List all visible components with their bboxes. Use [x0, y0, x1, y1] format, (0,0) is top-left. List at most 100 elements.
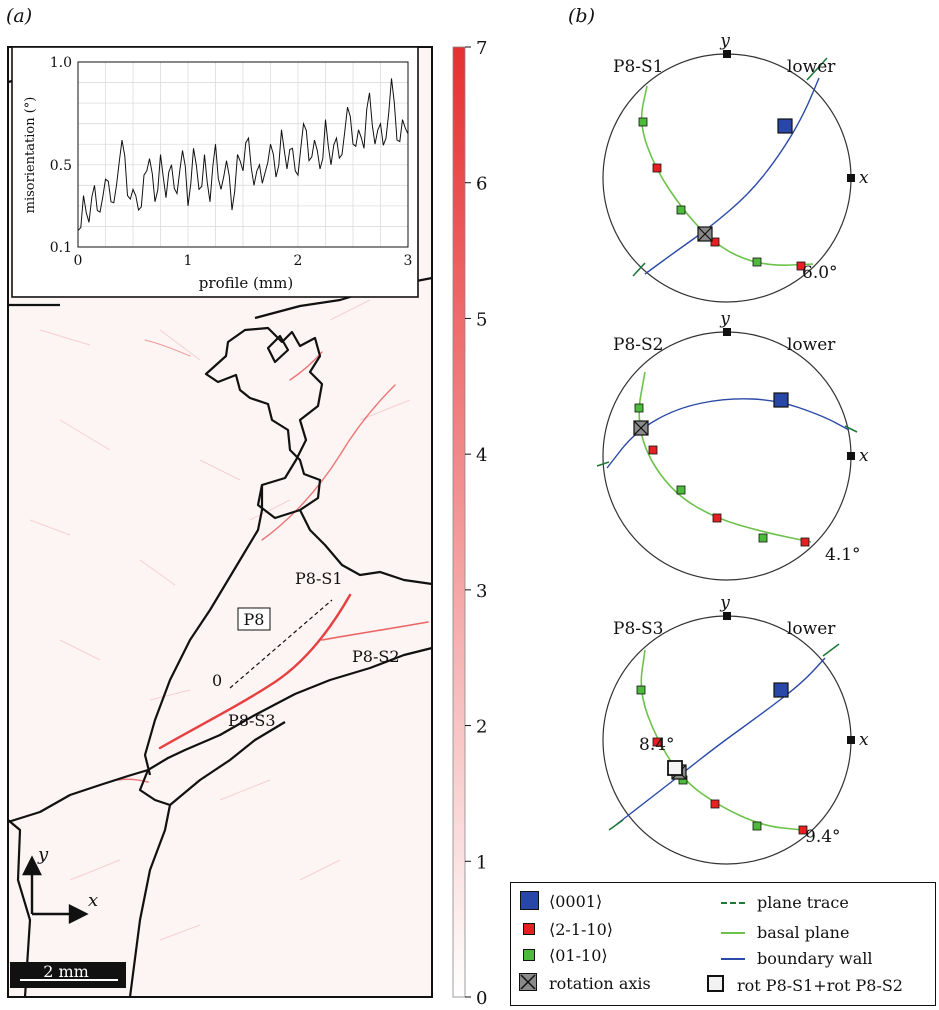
- net-x-label: x: [859, 730, 869, 750]
- colorbar-tick-label: 3: [476, 581, 487, 602]
- net-y-label: y: [719, 31, 730, 51]
- inset-ylabel: misorientation (°): [23, 97, 38, 214]
- label-p8-s2: P8-S2: [352, 647, 400, 666]
- legend-item-a-axis: ⟨2-1-10⟩: [519, 919, 613, 939]
- green-line-icon: [721, 931, 745, 934]
- legend-item-rotation-axis: rotation axis: [519, 973, 651, 993]
- inset-xlabel: profile (mm): [199, 274, 293, 292]
- legend: ⟨0001⟩ ⟨2-1-10⟩ ⟨01-10⟩ rotation axis pl…: [510, 882, 936, 1006]
- net-title: P8-S1: [613, 57, 663, 77]
- colorbar-tick-label: 4: [476, 445, 487, 466]
- legend-item-c-axis: ⟨0001⟩: [519, 891, 602, 911]
- legend-item-plane-trace: plane trace: [721, 893, 849, 912]
- combined-rotation-marker: [667, 760, 683, 776]
- m-axis-marker: [752, 821, 762, 831]
- inset-ytick-label: 1.0: [50, 55, 72, 71]
- legend-label-plane-trace: plane trace: [757, 893, 849, 912]
- colorbar-tick-label: 0: [476, 988, 487, 1009]
- legend-item-basal-plane: basal plane: [721, 923, 849, 942]
- misorientation-profile-line: [229, 599, 333, 689]
- m-axis-marker: [752, 257, 762, 267]
- net-title: P8-S2: [613, 335, 663, 355]
- a-axis-marker: [652, 737, 662, 747]
- x-axis-marker: [847, 736, 855, 744]
- a-axis-marker: [652, 163, 662, 173]
- plane-trace-mark: [632, 262, 646, 277]
- net-x-label: x: [859, 168, 869, 188]
- scale-bar: [10, 962, 126, 988]
- m-axis-marker: [676, 485, 686, 495]
- m-axis-marker: [676, 205, 686, 215]
- net-angle2-label: 8.4°: [639, 735, 675, 755]
- axis-x-label: x: [88, 890, 98, 911]
- net-x-label: x: [859, 446, 869, 466]
- panel-a-label: (a): [6, 5, 32, 27]
- legend-label-m-axis: ⟨01-10⟩: [549, 945, 608, 965]
- label-profile-start: 0: [212, 671, 222, 690]
- c-axis-marker: [773, 682, 789, 698]
- boundary-wall-arc: [606, 398, 850, 469]
- grain-label-box: [237, 607, 271, 631]
- inset-xtick-label: 1: [184, 253, 193, 269]
- x-axis-marker: [847, 174, 855, 182]
- c-axis-marker: [777, 118, 793, 134]
- net-angle-label: 6.0°: [802, 263, 838, 283]
- net-title: P8-S3: [613, 619, 663, 639]
- inset-series-line: [77, 78, 409, 231]
- blue-line-icon: [721, 957, 745, 960]
- a-axis-marker: [800, 537, 810, 547]
- m-axis-marker: [758, 533, 768, 543]
- m-axis-marker: [638, 117, 648, 127]
- inset-chart: 0 1 2 3 1.0 0.5 0.1 misorientation (°) profile…: [11, 46, 419, 298]
- a-axis-marker: [710, 237, 720, 247]
- plane-trace-mark: [608, 819, 624, 831]
- inset-xtick-label: 2: [294, 253, 303, 269]
- legend-label-basal-plane: basal plane: [757, 923, 850, 942]
- net-hemisphere: lower: [787, 57, 836, 77]
- legend-label-c-axis: ⟨0001⟩: [549, 891, 603, 911]
- colorbar-tick-label: 2: [476, 717, 487, 738]
- inset-ytick-label: 0.5: [50, 158, 72, 174]
- legend-label-a-axis: ⟨2-1-10⟩: [549, 919, 614, 939]
- legend-label-rot-combo: rot P8-S1+rot P8-S2: [737, 975, 903, 995]
- label-p8-s3: P8-S3: [228, 711, 276, 730]
- colorbar: 7 6 5 4 3 2 1 0: [452, 38, 487, 1009]
- inset-ytick-label: 0.1: [50, 240, 72, 256]
- y-axis-marker: [723, 612, 731, 620]
- legend-label-rotation-axis: rotation axis: [549, 973, 651, 993]
- basal-plane-arc: [638, 371, 812, 543]
- plane-trace-mark: [806, 57, 828, 81]
- inset-xtick-label: 0: [74, 253, 83, 269]
- y-axis-marker: [723, 328, 731, 336]
- plane-trace-mark: [844, 425, 858, 433]
- colorbar-tick-label: 5: [476, 309, 487, 330]
- a-axis-marker: [710, 799, 720, 809]
- net-y-label: y: [719, 593, 730, 613]
- boundary-wall-arc: [644, 77, 820, 275]
- legend-label-boundary-wall: boundary wall: [757, 949, 873, 968]
- white-square-icon: [707, 975, 727, 995]
- legend-item-rot-combo: rot P8-S1+rot P8-S2: [707, 975, 903, 995]
- y-axis-marker: [723, 50, 731, 58]
- subgrain-boundary-p8-s2: [321, 621, 429, 641]
- crossed-square-icon: [519, 973, 539, 993]
- c-axis-marker: [773, 392, 789, 408]
- legend-item-boundary-wall: boundary wall: [721, 949, 873, 968]
- legend-item-m-axis: ⟨01-10⟩: [519, 945, 608, 965]
- panel-b-label: (b): [568, 5, 595, 27]
- stereonet-p8-s1: y x P8-S1 lower 6.0°: [602, 31, 869, 303]
- colorbar-tick-label: 7: [476, 38, 487, 59]
- grain-label-p8: P8: [244, 610, 265, 629]
- colorbar-tick-label: 1: [476, 852, 487, 873]
- label-p8-s1: P8-S1: [295, 569, 343, 588]
- subgrain-boundary-p8-s3: [158, 593, 352, 750]
- a-axis-marker: [648, 445, 658, 455]
- dashed-line-icon: [721, 901, 745, 904]
- m-axis-marker: [636, 685, 646, 695]
- plane-trace-mark: [596, 461, 610, 467]
- inset-xtick-label: 3: [404, 253, 413, 269]
- rotation-axis-cross: [697, 226, 713, 242]
- stereonet-p8-s3: y x P8-S3 lower 9.4° 8.4°: [602, 593, 869, 865]
- net-hemisphere: lower: [787, 335, 836, 355]
- red-square-icon: [519, 919, 539, 939]
